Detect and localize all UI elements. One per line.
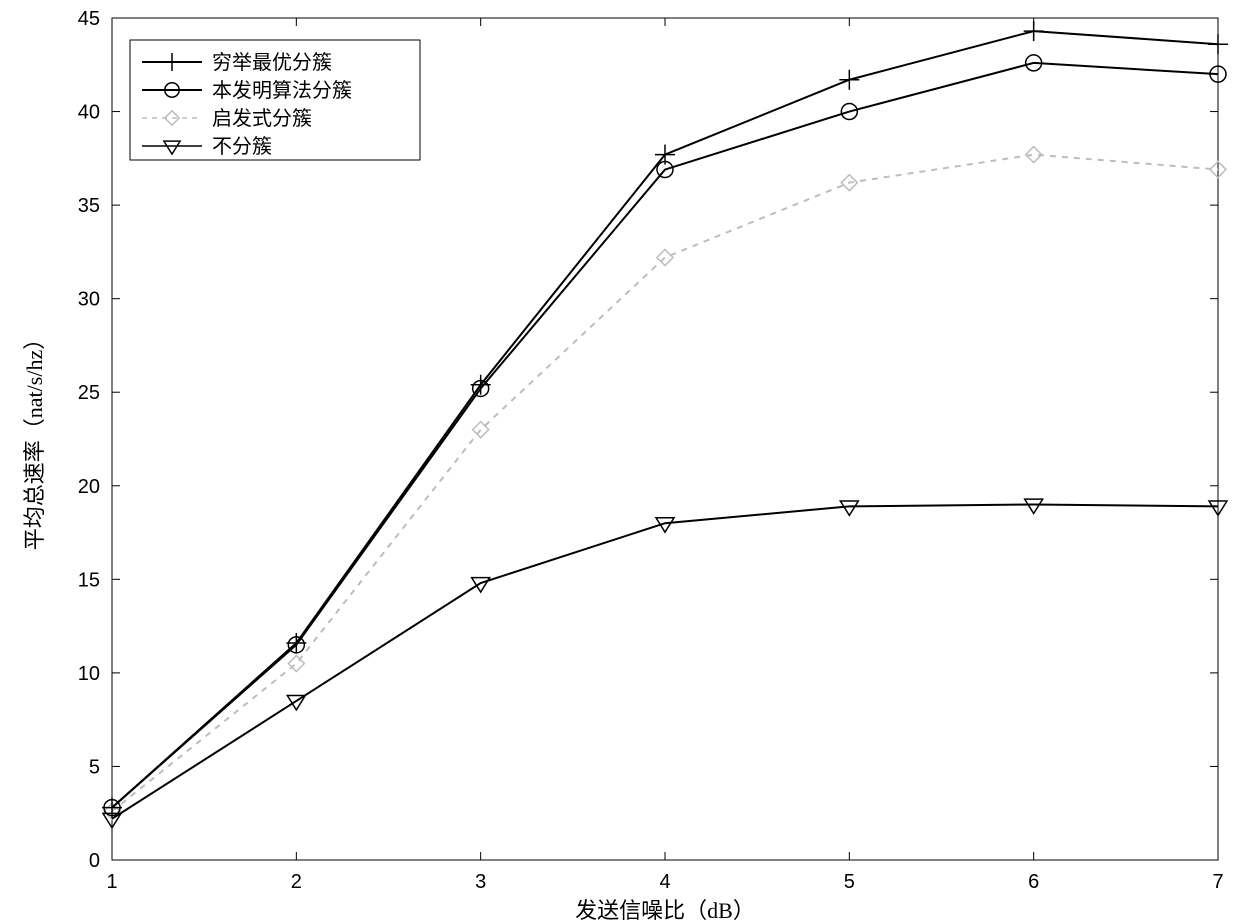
x-tick-label: 6 — [1028, 871, 1039, 893]
x-tick-label: 3 — [475, 871, 486, 893]
marker-triangle-down-icon — [840, 501, 858, 515]
legend-label: 穷举最优分簇 — [212, 51, 332, 74]
marker-triangle-down-icon — [472, 578, 490, 592]
marker-triangle-down-icon — [164, 141, 180, 154]
series-s3 — [104, 147, 1226, 820]
y-tick-label: 45 — [78, 8, 100, 30]
y-tick-label: 15 — [78, 569, 100, 591]
series-line — [112, 63, 1218, 808]
series-s4 — [103, 499, 1227, 828]
x-tick-label: 4 — [659, 871, 670, 893]
x-tick-label: 7 — [1212, 871, 1223, 893]
legend-label: 启发式分簇 — [212, 107, 312, 130]
x-tick-label: 2 — [291, 871, 302, 893]
marker-diamond-icon — [657, 250, 673, 266]
y-tick-label: 20 — [78, 476, 100, 498]
y-tick-label: 30 — [78, 289, 100, 311]
y-tick-label: 0 — [89, 850, 100, 872]
series-s2 — [104, 55, 1226, 816]
chart-svg: 1234567051015202530354045发送信噪比（dB）平均总速率（… — [0, 0, 1239, 921]
legend-label: 本发明算法分簇 — [212, 79, 352, 102]
y-tick-label: 5 — [89, 756, 100, 778]
plot-box — [112, 18, 1218, 860]
x-tick-label: 5 — [844, 871, 855, 893]
chart-container: 1234567051015202530354045发送信噪比（dB）平均总速率（… — [0, 0, 1239, 921]
marker-triangle-down-icon — [1025, 499, 1043, 513]
legend-label: 不分簇 — [212, 135, 272, 158]
y-axis-label: 平均总速率（nat/s/hz） — [22, 328, 47, 550]
y-tick-label: 35 — [78, 195, 100, 217]
x-axis-label: 发送信噪比（dB） — [575, 898, 755, 921]
x-tick-label: 1 — [106, 871, 117, 893]
y-tick-label: 10 — [78, 663, 100, 685]
y-tick-label: 40 — [78, 102, 100, 124]
y-tick-label: 25 — [78, 382, 100, 404]
